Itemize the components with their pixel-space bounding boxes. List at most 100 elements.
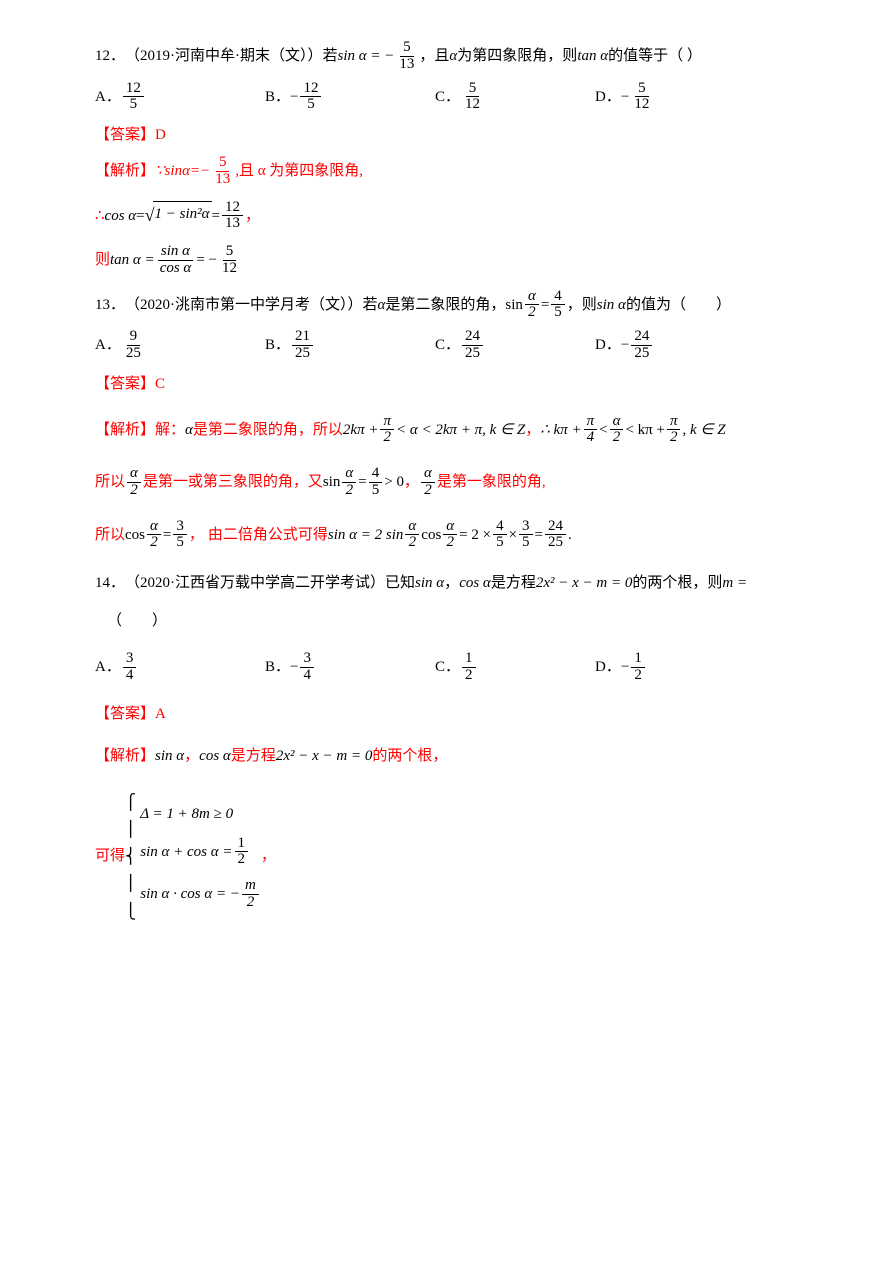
text: = − <box>196 248 217 272</box>
text: < <box>599 418 607 442</box>
text: 所以 <box>95 470 125 494</box>
num: 5 <box>635 81 649 98</box>
text: < kπ + <box>625 418 665 442</box>
math: cos α <box>105 204 137 228</box>
num: 5 <box>223 244 237 261</box>
math: 2x² − x − m = 0 <box>536 571 633 595</box>
math: > 0 <box>384 470 404 494</box>
frac: sin αcos α <box>157 244 195 277</box>
num: α <box>127 466 141 483</box>
frac: 35 <box>519 519 533 552</box>
den: 2 <box>147 535 161 551</box>
q14-options: A．34 B．−34 C．12 D．−12 <box>95 651 812 684</box>
explain-label: 【解析】 <box>95 159 155 183</box>
q12-answer: 【答案】D <box>95 123 812 147</box>
text: 的值为（ ） <box>626 293 731 317</box>
text: ，且 <box>419 44 449 68</box>
q12-exp2: ∴ cos α = √1 − sin²α = 1213 ， <box>95 200 812 233</box>
num: 4 <box>369 466 383 483</box>
sign: − <box>621 655 629 679</box>
frac: α2 <box>342 466 356 499</box>
explain-label: 【解析】 <box>95 418 155 442</box>
text: = 2 × <box>459 523 491 547</box>
den: cos α <box>157 261 195 277</box>
brace-symbol: ⎧⎪⎨⎪⎩ <box>125 796 136 927</box>
den: 4 <box>300 668 314 684</box>
text: 的两个根，则 <box>632 571 722 595</box>
brace-content: Δ = 1 + 8m ≥ 0 sin α + cos α = 12 sin α … <box>140 796 261 927</box>
num: α <box>342 466 356 483</box>
q14-stem: 14． （2020·江西省万载中学高二开学考试） 已知 sin α ， cos … <box>95 571 812 595</box>
frac: 125 <box>123 81 144 114</box>
den: 2 <box>235 852 249 868</box>
text: 是第一象限的角, <box>437 470 546 494</box>
label: B． <box>265 85 290 109</box>
math: cos α <box>459 571 491 595</box>
den: 2 <box>443 535 457 551</box>
den: 2 <box>610 430 624 446</box>
answer-value: C <box>155 372 165 396</box>
text: 若 <box>363 293 378 317</box>
math: sin α <box>415 571 444 595</box>
text: ， <box>245 204 260 228</box>
q13-opt-d: D．−2425 <box>595 329 755 362</box>
q14-exp2: 可得 ⎧⎪⎨⎪⎩ Δ = 1 + 8m ≥ 0 sin α + cos α = … <box>95 786 812 927</box>
num: 3 <box>123 651 137 668</box>
q14-opt-b: B．−34 <box>265 651 435 684</box>
q13-opt-c: C．2425 <box>435 329 595 362</box>
text: = <box>163 523 171 547</box>
num: sin α <box>158 244 193 261</box>
q14-number: 14． <box>95 571 125 595</box>
num: α <box>421 466 435 483</box>
text: ,且 α 为第四象限角, <box>235 159 363 183</box>
q13-answer: 【答案】C <box>95 372 812 396</box>
num: 3 <box>519 519 533 536</box>
answer-label: 【答案】 <box>95 123 155 147</box>
text: ， <box>444 571 459 595</box>
frac: 35 <box>173 519 187 552</box>
num: 4 <box>551 289 565 306</box>
text: ∵sinα=− <box>155 159 210 183</box>
text: 是方程 <box>491 571 536 595</box>
math: cos <box>421 523 441 547</box>
text: ， <box>189 523 204 547</box>
brace-line-3: sin α · cos α = −m2 <box>140 878 261 911</box>
label: B． <box>265 333 290 357</box>
text: = <box>535 523 543 547</box>
frac: α2 <box>147 519 161 552</box>
num: 4 <box>493 519 507 536</box>
num: α <box>405 519 419 536</box>
frac: 513 <box>396 40 417 73</box>
label: D． <box>595 85 621 109</box>
num: 3 <box>173 519 187 536</box>
frac: 2425 <box>545 519 566 552</box>
q13-exp1: 【解析】 解： α 是第二象限的角，所以 2kπ + π2 < α < 2kπ … <box>95 414 812 447</box>
num: 1 <box>631 651 645 668</box>
math: α <box>449 44 457 68</box>
text: ， <box>184 744 199 768</box>
den: 4 <box>123 668 137 684</box>
q14-opt-a: A．34 <box>95 651 265 684</box>
sign: − <box>290 85 298 109</box>
math: cos <box>125 523 145 547</box>
text: 是第二象限的角，所以 <box>193 418 343 442</box>
frac: 2425 <box>631 329 652 362</box>
den: 12 <box>219 261 240 277</box>
frac: 45 <box>369 466 383 499</box>
text: （ ） <box>107 609 167 633</box>
frac: α2 <box>127 466 141 499</box>
math: tan α <box>577 44 608 68</box>
den: 2 <box>343 483 357 499</box>
q12-exp1: 【解析】 ∵sinα=− 513 ,且 α 为第四象限角, <box>95 155 812 188</box>
frac: 34 <box>123 651 137 684</box>
den: 25 <box>123 346 144 362</box>
num: 12 <box>222 200 243 217</box>
math: 2x² − x − m = 0 <box>276 744 373 768</box>
text: 解： <box>155 418 185 442</box>
num: 21 <box>292 329 313 346</box>
math: sin <box>505 293 523 317</box>
q13-number: 13． <box>95 293 125 317</box>
q12-opt-c: C．512 <box>435 81 595 114</box>
frac: 512 <box>219 244 240 277</box>
brace-line-1: Δ = 1 + 8m ≥ 0 <box>140 802 261 826</box>
